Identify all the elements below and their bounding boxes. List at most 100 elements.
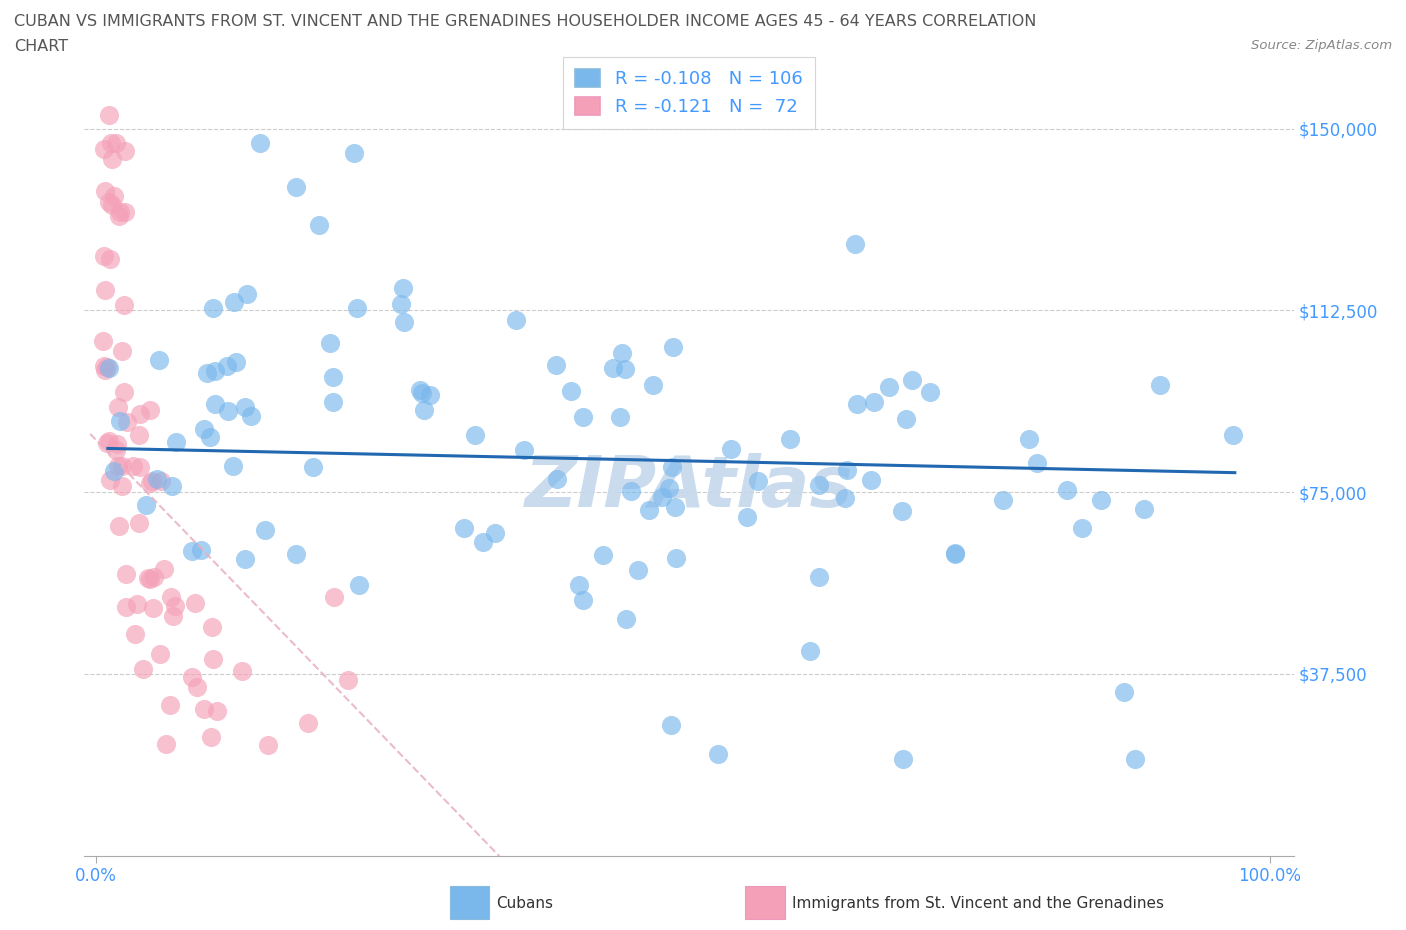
Point [844,236,866,251]
Point [807,477,830,492]
Point [93,184,115,199]
Point [254,523,277,538]
Point [297,716,319,731]
Point [614,611,637,626]
Point [337,672,360,687]
Point [149,646,172,661]
Point [153,562,176,577]
Point [484,525,506,540]
Point [129,406,152,421]
Text: ZIPAtlas: ZIPAtlas [524,453,853,522]
Point [139,403,162,418]
Point [149,473,172,488]
Point [900,372,922,387]
Point [135,498,157,512]
Text: Source: ZipAtlas.com: Source: ZipAtlas.com [1251,39,1392,52]
Point [124,627,146,642]
Point [319,336,342,351]
Point [560,383,582,398]
Point [546,472,568,486]
Point [637,502,659,517]
Point [236,286,259,301]
Point [141,474,163,489]
Point [193,701,215,716]
Point [1132,501,1154,516]
Point [200,730,222,745]
Point [181,670,204,684]
Point [464,428,486,443]
Point [201,619,224,634]
Point [572,410,595,425]
Point [108,519,131,534]
Point [111,344,134,359]
Point [877,379,900,394]
Point [707,747,730,762]
Point [207,703,229,718]
Point [103,189,125,204]
Point [661,460,683,475]
Point [103,463,125,478]
Point [808,570,831,585]
Point [249,136,271,151]
Point [1149,378,1171,392]
Point [100,198,122,213]
Point [129,459,152,474]
Point [98,472,121,487]
Point [233,400,256,415]
Point [217,404,239,418]
Point [108,413,131,428]
Point [1123,751,1146,766]
Point [592,547,614,562]
Point [610,346,633,361]
Point [114,143,136,158]
Point [664,499,686,514]
Point [389,297,412,312]
Point [239,408,262,423]
Point [747,473,769,488]
Point [91,334,114,349]
Point [322,590,344,604]
Point [257,738,280,753]
Point [165,599,187,614]
Point [222,295,245,310]
Point [308,218,330,232]
Text: Immigrants from St. Vincent and the Grenadines: Immigrants from St. Vincent and the Gren… [792,896,1164,910]
Point [343,145,366,160]
Point [98,251,121,266]
Point [195,365,218,380]
Point [920,385,942,400]
Point [198,430,221,445]
Point [93,283,115,298]
Point [193,422,215,437]
Point [222,458,245,473]
Point [505,312,527,327]
Point [96,360,118,375]
Point [105,136,128,151]
Point [184,595,207,610]
Point [412,402,434,417]
Point [142,601,165,616]
Point [891,751,914,766]
Point [285,547,308,562]
Point [322,369,344,384]
Point [107,209,129,224]
Text: Cubans: Cubans [496,896,554,910]
Point [114,600,136,615]
Point [225,354,247,369]
Point [111,458,134,473]
Point [943,547,966,562]
Point [204,364,226,379]
Point [97,108,120,123]
Point [346,300,368,315]
Point [860,472,883,487]
Point [409,382,432,397]
Point [661,339,683,354]
Point [568,578,591,592]
Point [186,680,208,695]
Point [609,409,631,424]
Point [105,443,128,458]
Point [896,412,918,427]
Point [97,433,120,448]
Point [138,475,160,490]
Point [665,551,688,565]
